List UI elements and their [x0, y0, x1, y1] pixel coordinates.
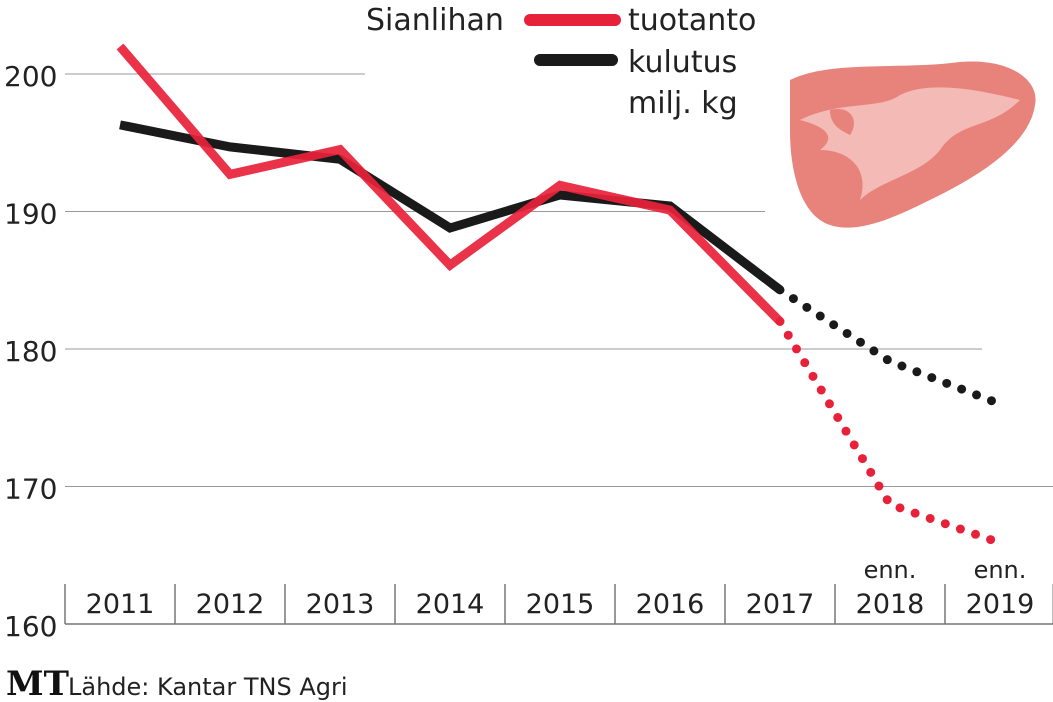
legend-title: Sianlihan	[366, 3, 504, 38]
forecast-line-kulutus	[775, 285, 1005, 409]
mt-logo: MT	[6, 664, 69, 702]
y-tick-label: 190	[4, 198, 57, 231]
source-label: Lähde: Kantar TNS Agri	[68, 673, 348, 701]
x-tick-label: 2011	[86, 589, 155, 620]
x-tick-label: 2018	[856, 589, 925, 620]
x-tick-label: 2015	[526, 589, 595, 620]
x-tick-label: 2013	[306, 589, 375, 620]
y-tick-label: 170	[4, 473, 57, 506]
x-tick-label: 2016	[636, 589, 705, 620]
x-tick-label: 2017	[746, 589, 815, 620]
y-tick-label: 180	[4, 335, 57, 368]
forecast-line-tuotanto	[775, 317, 1005, 548]
y-tick-label: 160	[4, 610, 57, 643]
legend-label-tuotanto: tuotanto	[628, 3, 756, 38]
forecast-label: enn.	[864, 556, 917, 584]
x-tick-label: 2014	[416, 589, 485, 620]
x-tick-label: 2012	[196, 589, 265, 620]
unit-label: milj. kg	[628, 86, 738, 121]
meat-illustration	[790, 61, 1036, 228]
forecast-label: enn.	[974, 556, 1027, 584]
x-tick-label: 2019	[966, 589, 1035, 620]
legend-label-kulutus: kulutus	[628, 45, 737, 80]
y-tick-label: 200	[4, 60, 57, 93]
